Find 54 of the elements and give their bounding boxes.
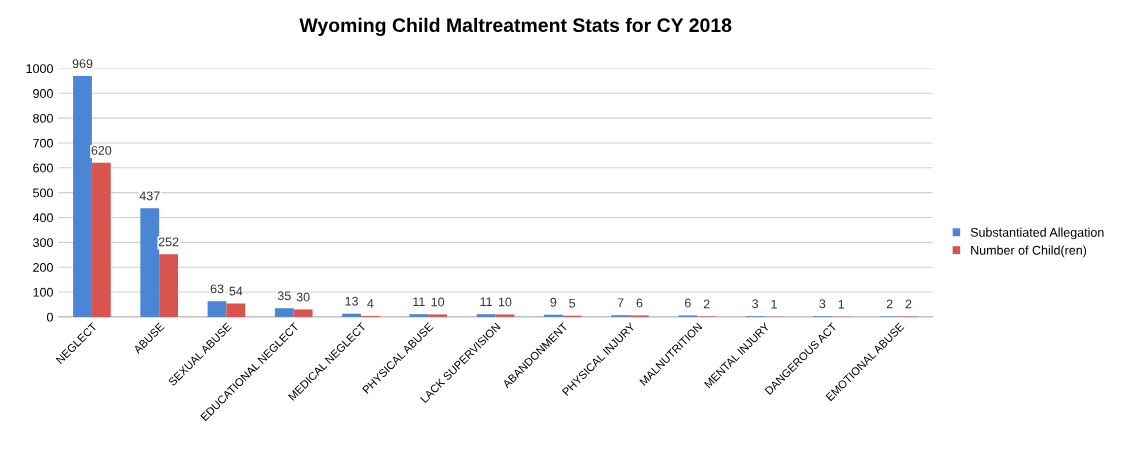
data-label: 11	[413, 297, 425, 307]
y-tick-label: 300	[33, 238, 53, 248]
bar	[140, 208, 160, 317]
data-label: 5	[569, 298, 576, 308]
y-tick-label: 700	[33, 138, 53, 148]
y-tick-label: 0	[46, 312, 53, 322]
bar	[495, 314, 515, 317]
y-tick-label: 200	[33, 263, 53, 272]
bar	[543, 314, 563, 317]
data-label: 3	[819, 299, 826, 309]
legend-label: Substantiated Allegation	[970, 227, 1104, 240]
y-tick-label: 600	[33, 163, 53, 173]
data-label: 11	[480, 297, 492, 307]
data-label: 4	[367, 299, 374, 308]
data-label: 2	[886, 299, 893, 309]
bar	[226, 303, 246, 317]
y-tick-label: 800	[33, 113, 53, 123]
data-label: 30	[296, 292, 310, 302]
data-label: 7	[617, 298, 624, 308]
bar	[409, 314, 429, 317]
data-label: 6	[685, 298, 691, 308]
bar	[73, 76, 92, 317]
data-label: 13	[345, 296, 358, 306]
y-tick-label: 500	[33, 188, 53, 198]
data-label: 1	[838, 299, 845, 309]
data-label: 252	[158, 237, 179, 247]
data-label: 2	[905, 299, 912, 309]
data-label: 1	[771, 299, 777, 309]
chart-title: Wyoming Child Maltreatment Stats for CY 2018	[299, 17, 732, 37]
bar	[293, 309, 313, 317]
data-label: 620	[91, 145, 112, 155]
data-label: 9	[550, 297, 557, 307]
bar	[274, 308, 294, 317]
data-label: 6	[636, 298, 643, 308]
legend-label: Number of Child(ren)	[971, 245, 1087, 258]
data-label: 10	[498, 297, 512, 307]
data-label: 2	[703, 299, 710, 309]
data-label: 3	[752, 299, 759, 309]
y-tick-label: 100	[33, 287, 53, 297]
y-tick-label: 1000	[26, 64, 53, 74]
data-label: 10	[431, 297, 445, 307]
bar	[207, 301, 227, 317]
bar	[476, 314, 496, 317]
data-label: 969	[72, 59, 93, 69]
bar	[159, 254, 179, 317]
data-label: 54	[229, 286, 243, 296]
y-tick-label: 400	[32, 213, 53, 223]
data-label: 437	[139, 191, 160, 201]
data-label: 35	[277, 291, 291, 301]
data-label: 63	[210, 284, 224, 294]
bar	[91, 162, 111, 317]
bar	[342, 313, 361, 317]
y-tick-label: 900	[33, 89, 53, 98]
bar	[428, 314, 448, 317]
